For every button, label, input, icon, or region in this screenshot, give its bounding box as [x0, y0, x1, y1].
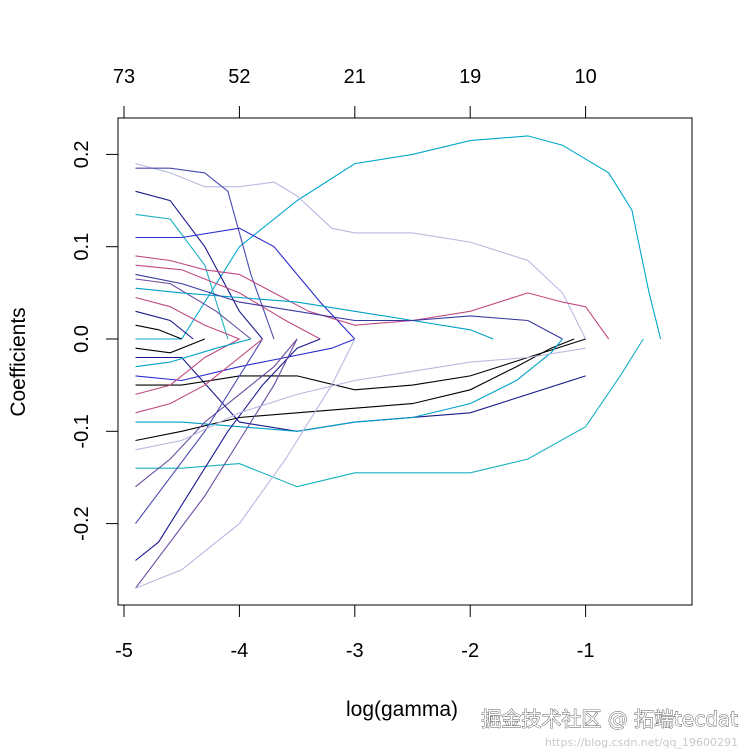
series-line-25 — [135, 338, 356, 589]
series-line-9 — [135, 255, 610, 340]
series-line-26 — [135, 338, 263, 414]
series-line-14 — [135, 310, 194, 340]
x-tick-label: -2 — [461, 640, 479, 662]
x-tick-label: -3 — [346, 640, 364, 662]
series-line-27 — [135, 338, 240, 395]
series-line-5 — [135, 190, 263, 340]
top-tick-label: 10 — [574, 66, 596, 88]
y-tick-label: 0.1 — [71, 233, 93, 261]
y-tick-label: -0.2 — [71, 506, 93, 540]
watermark: 掘金技术社区 @ 拓端tecdat https://blog.csdn.net/… — [481, 707, 739, 749]
series-line-7 — [135, 227, 356, 340]
series-line-20 — [135, 338, 356, 382]
y-tick-label: 0.0 — [71, 325, 93, 353]
series-line-2 — [135, 338, 644, 488]
y-axis-title: Coefficients — [7, 307, 30, 416]
watermark-subtext: https://blog.csdn.net/qq_19600291 — [545, 736, 738, 749]
x-tick-label: -5 — [115, 640, 133, 662]
series-line-12 — [135, 287, 494, 340]
series-line-17 — [135, 338, 586, 391]
watermark-text: 掘金技术社区 @ 拓端tecdat — [481, 707, 738, 731]
y-axis-left: -0.2 -0.1 0.0 0.1 0.2 — [71, 140, 119, 541]
y-tick-label: 0.2 — [71, 140, 93, 168]
x-tick-label: -4 — [231, 640, 249, 662]
series-line-29 — [135, 338, 206, 354]
x-tick-label: -1 — [577, 640, 595, 662]
top-tick-label: 21 — [344, 66, 366, 88]
x-axis-bottom: -5 -4 -3 -2 -1 — [115, 604, 595, 662]
series-line-8 — [135, 356, 586, 432]
series-line-4 — [135, 167, 275, 340]
series-line-28 — [135, 338, 252, 368]
y-tick-label: -0.1 — [71, 414, 93, 448]
series-line-13 — [135, 296, 240, 340]
series-line-19 — [135, 338, 563, 432]
series-line-21 — [135, 338, 298, 488]
series-line-24 — [135, 338, 298, 589]
x-axis-title: log(gamma) — [346, 698, 458, 721]
top-tick-label: 52 — [228, 66, 250, 88]
series-line-3 — [135, 163, 587, 340]
series-line-30 — [135, 347, 586, 451]
series-lines — [135, 135, 662, 589]
top-tick-label: 19 — [459, 66, 481, 88]
series-line-23 — [135, 338, 321, 561]
series-line-15 — [135, 324, 182, 340]
top-tick-label: 73 — [113, 66, 135, 88]
series-line-22 — [135, 338, 263, 524]
series-line-1 — [135, 135, 662, 340]
series-line-11 — [135, 278, 252, 340]
series-line-16 — [135, 273, 563, 340]
series-line-6 — [135, 213, 229, 340]
series-line-10 — [135, 264, 321, 340]
plot-frame — [117, 117, 693, 606]
x-axis-top: 73 52 21 19 10 — [113, 66, 597, 119]
